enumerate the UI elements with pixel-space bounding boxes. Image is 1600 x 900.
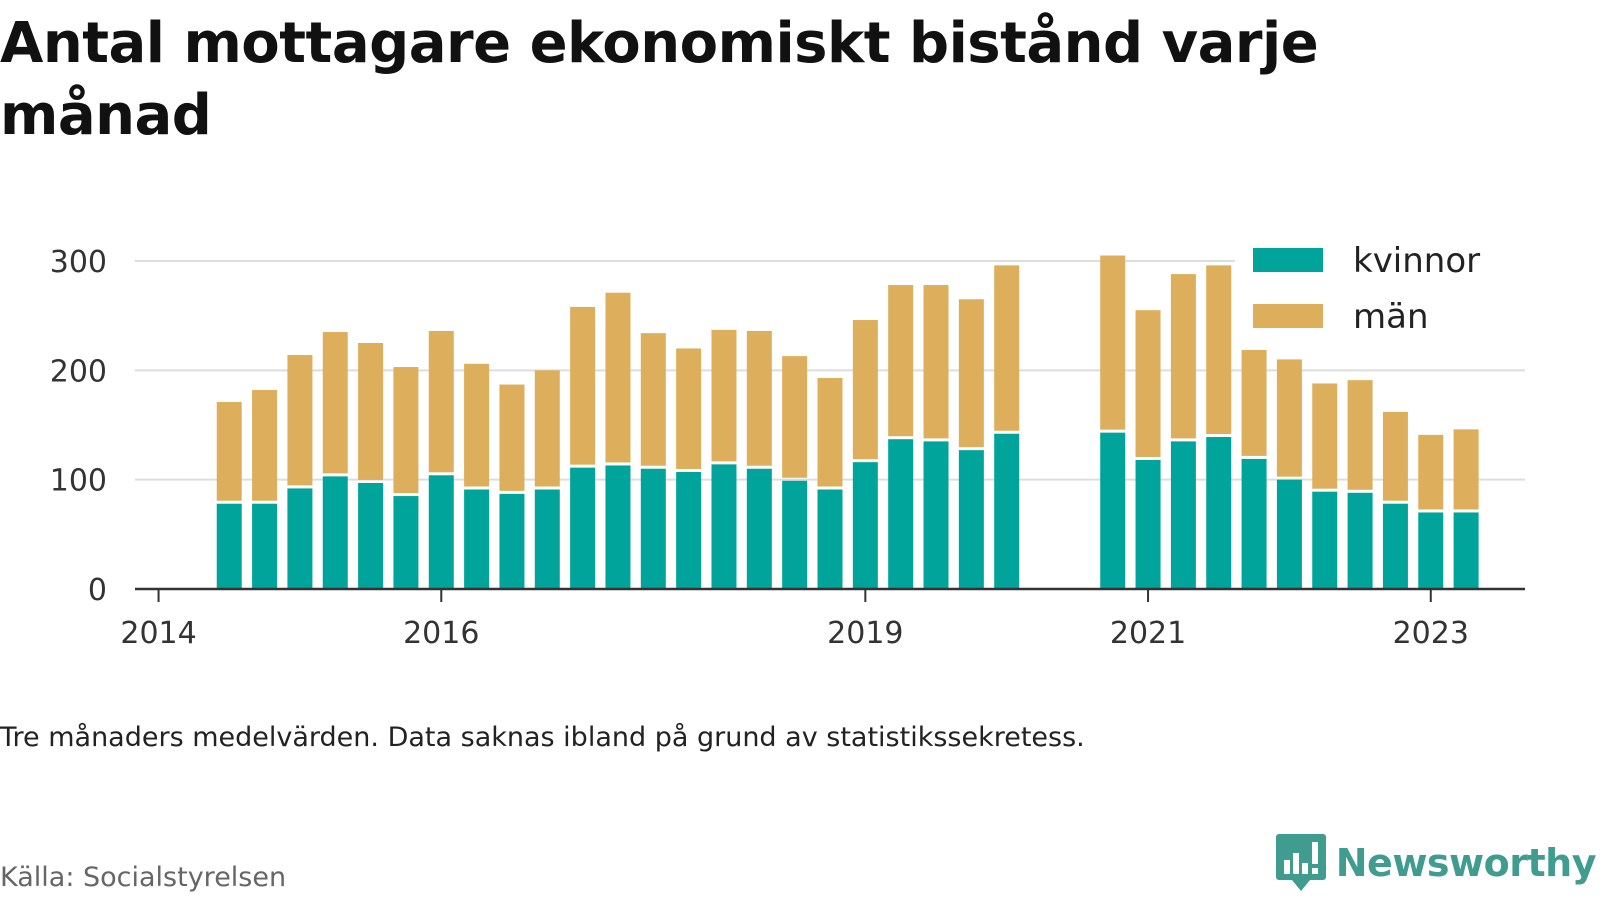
source-credit: Källa: Socialstyrelsen xyxy=(0,862,287,893)
bar-man xyxy=(1170,274,1196,439)
bar-kvinnor xyxy=(782,480,808,589)
bar-kvinnor xyxy=(1276,479,1302,589)
bar-man xyxy=(923,285,949,439)
y-tick-label: 300 xyxy=(50,245,107,280)
bar-man xyxy=(1347,380,1373,490)
bar-man xyxy=(464,363,490,487)
bar-kvinnor xyxy=(499,493,525,589)
x-tick-label: 2019 xyxy=(827,616,903,651)
bar-kvinnor xyxy=(605,465,631,589)
legend-label: män xyxy=(1353,297,1429,337)
bar-kvinnor xyxy=(464,489,490,589)
bar-man xyxy=(746,330,772,466)
bar-kvinnor xyxy=(1382,503,1408,589)
x-tick-label: 2014 xyxy=(120,616,196,651)
bar-kvinnor xyxy=(923,441,949,589)
bar-man xyxy=(711,329,737,462)
bar-kvinnor xyxy=(994,433,1020,589)
bar-man xyxy=(605,292,631,463)
bar-man xyxy=(888,285,914,437)
bar-kvinnor xyxy=(1241,458,1267,589)
bar-man xyxy=(817,377,843,487)
stacked-bar-chart: 0 100 200 300 2014 2016 2019 2021 2023 kvinnor mä… xyxy=(50,238,1525,651)
chart-note: Tre månaders medelvärden. Data saknas ib… xyxy=(0,722,1085,753)
x-tick-label: 2016 xyxy=(403,616,479,651)
bar-kvinnor xyxy=(358,482,384,589)
bar-kvinnor xyxy=(640,468,666,589)
bar-kvinnor xyxy=(852,462,878,589)
bar-kvinnor xyxy=(1135,459,1161,589)
bar-man xyxy=(1276,359,1302,477)
bar-man xyxy=(252,390,278,501)
bar-man xyxy=(216,402,242,501)
legend: kvinnor män xyxy=(1235,238,1525,350)
bar-kvinnor xyxy=(534,489,560,589)
bar-man xyxy=(322,332,348,474)
y-tick-label: 100 xyxy=(50,464,107,499)
bar-man xyxy=(1382,411,1408,501)
bar-kvinnor xyxy=(570,467,596,589)
bar-man xyxy=(640,333,666,466)
bar-man xyxy=(570,306,596,465)
bar-kvinnor xyxy=(1312,491,1338,589)
legend-swatch-man xyxy=(1253,304,1323,328)
bars xyxy=(216,255,1479,589)
legend-label: kvinnor xyxy=(1353,241,1480,281)
bar-kvinnor xyxy=(252,503,278,589)
bar-kvinnor xyxy=(1206,437,1232,589)
bar-man xyxy=(958,299,984,448)
axes: 0 100 200 300 2014 2016 2019 2021 2023 xyxy=(50,245,1525,651)
bar-kvinnor xyxy=(1100,432,1126,589)
bar-kvinnor xyxy=(711,464,737,589)
bar-man xyxy=(1312,383,1338,489)
bar-man xyxy=(1453,429,1479,510)
bar-kvinnor xyxy=(676,472,702,589)
bar-man xyxy=(782,356,808,478)
bar-kvinnor xyxy=(287,488,313,589)
x-tick-label: 2021 xyxy=(1110,616,1186,651)
bar-kvinnor xyxy=(216,503,242,589)
brand-logo: Newsworthy xyxy=(1275,834,1597,892)
bar-kvinnor xyxy=(817,489,843,589)
bar-man xyxy=(358,343,384,480)
bar-kvinnor xyxy=(958,450,984,589)
bar-man xyxy=(852,320,878,460)
bar-man xyxy=(534,370,560,487)
legend-swatch-kvinnor xyxy=(1253,248,1323,272)
bar-kvinnor xyxy=(888,439,914,589)
bar-kvinnor xyxy=(1453,512,1479,589)
bar-man xyxy=(994,265,1020,431)
bar-kvinnor xyxy=(428,475,454,589)
bar-kvinnor xyxy=(393,496,419,589)
newsworthy-logo-icon xyxy=(1275,834,1326,891)
y-tick-label: 0 xyxy=(88,573,107,608)
bar-man xyxy=(1135,310,1161,457)
bar-man xyxy=(676,348,702,470)
bar-man xyxy=(499,384,525,491)
bar-man xyxy=(1206,265,1232,435)
chart-title: Antal mottagare ekonomiskt bistånd varje… xyxy=(0,11,1319,148)
bar-man xyxy=(287,355,313,486)
bar-kvinnor xyxy=(1347,492,1373,589)
bar-kvinnor xyxy=(746,468,772,589)
bar-man xyxy=(1418,434,1444,510)
x-tick-label: 2023 xyxy=(1393,616,1469,651)
brand-name: Newsworthy xyxy=(1335,841,1597,885)
bar-man xyxy=(1100,255,1126,430)
bar-kvinnor xyxy=(1418,512,1444,589)
bar-man xyxy=(428,330,454,473)
y-tick-label: 200 xyxy=(50,354,107,389)
bar-man xyxy=(393,367,419,494)
bar-kvinnor xyxy=(322,476,348,589)
bar-kvinnor xyxy=(1170,441,1196,589)
